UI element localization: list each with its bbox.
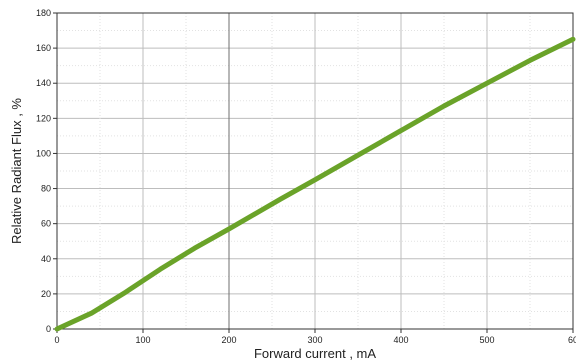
- x-tick-label: 100: [135, 335, 150, 345]
- series-line: [54, 36, 576, 332]
- x-tick-label: 200: [221, 335, 236, 345]
- y-axis-label: Relative Radiant Flux , %: [9, 98, 24, 244]
- x-tick-label: 60: [568, 335, 576, 345]
- x-axis-ticks: 0 100 200 300 400 500 60: [54, 329, 576, 345]
- x-axis-label: Forward current , mA: [254, 346, 376, 361]
- y-tick-label: 60: [41, 219, 51, 229]
- y-tick-label: 100: [36, 148, 51, 158]
- y-tick-label: 40: [41, 254, 51, 264]
- x-tick-label: 300: [307, 335, 322, 345]
- grid-lines: [57, 13, 573, 329]
- x-tick-label: 500: [479, 335, 494, 345]
- y-tick-label: 0: [46, 324, 51, 334]
- x-tick-label: 400: [393, 335, 408, 345]
- y-tick-label: 180: [36, 8, 51, 18]
- y-tick-label: 20: [41, 289, 51, 299]
- y-tick-label: 120: [36, 113, 51, 123]
- y-tick-label: 80: [41, 184, 51, 194]
- y-tick-label: 160: [36, 43, 51, 53]
- x-tick-label: 0: [54, 335, 59, 345]
- y-tick-label: 140: [36, 78, 51, 88]
- y-axis-ticks: 0 20 40 60 80 100 120 140 160 180: [36, 8, 57, 334]
- series-group: [54, 36, 576, 332]
